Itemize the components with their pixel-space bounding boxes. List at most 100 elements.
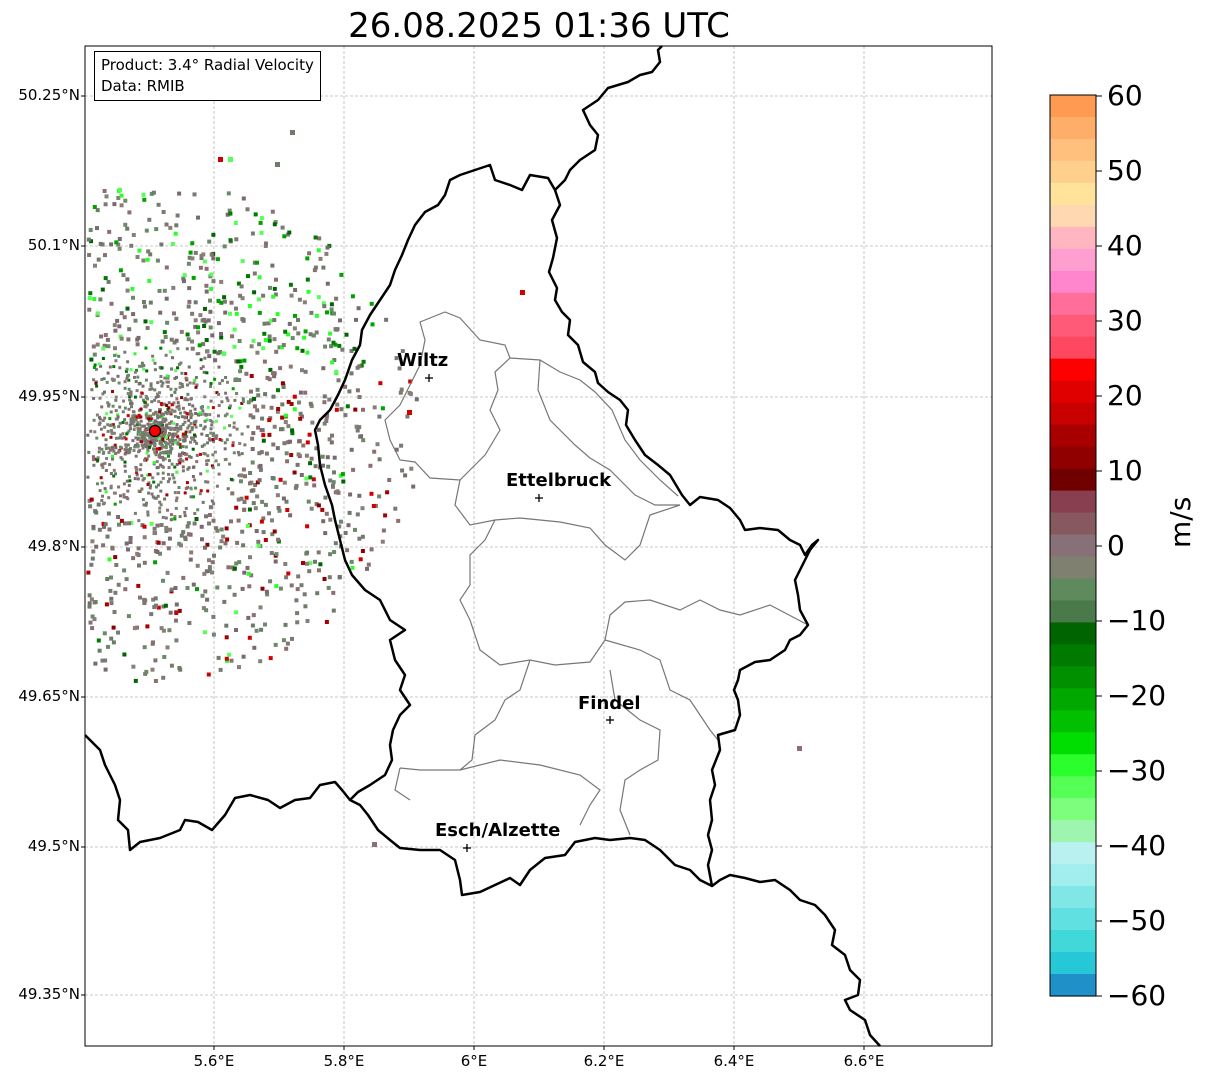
radar-echo-pixel — [119, 494, 122, 498]
radar-echo-pixel — [125, 377, 129, 381]
radar-echo-pixel — [264, 241, 268, 246]
radar-echo-pixel — [146, 473, 150, 477]
radar-echo-pixel — [102, 343, 107, 348]
radar-echo-pixel — [226, 487, 230, 491]
radar-echo-pixel — [221, 534, 226, 539]
radar-echo-pixel — [87, 307, 92, 312]
radar-echo-pixel — [381, 528, 386, 533]
radar-echo-pixel — [114, 446, 118, 450]
radar-echo-pixel — [173, 517, 177, 521]
country-borders — [84, 45, 881, 1047]
radar-echo-pixel — [206, 454, 210, 458]
radar-echo-pixel — [198, 492, 202, 496]
radar-echo-pixel — [259, 519, 264, 524]
radar-echo-pixel — [298, 390, 303, 395]
radar-echo-pixel — [189, 495, 193, 499]
radar-echo-pixel — [365, 566, 369, 571]
radar-echo-pixel — [125, 479, 129, 483]
radar-echo-pixel — [400, 468, 405, 473]
radar-echo-pixel — [259, 450, 264, 455]
radar-echo-pixel — [280, 381, 285, 386]
radar-echo-pixel — [193, 407, 197, 411]
radar-echo-pixel — [305, 550, 310, 555]
radar-echo-pixel — [321, 366, 326, 371]
radar-echo-pixel — [93, 363, 97, 367]
radar-echo-pixel — [249, 389, 253, 394]
radar-echo-pixel — [125, 288, 130, 293]
radar-echo-pixel — [204, 608, 209, 613]
radar-echo-pixel — [285, 641, 290, 646]
radar-echo-pixel — [121, 273, 126, 278]
radar-echo-pixel — [278, 586, 283, 591]
radar-echo-pixel — [164, 222, 169, 227]
radar-echo-pixel — [146, 422, 150, 426]
radar-echo-pixel — [314, 502, 319, 507]
radar-echo-pixel — [164, 525, 169, 530]
radar-echo-pixel — [103, 276, 108, 281]
radar-echo-pixel — [259, 230, 264, 235]
radar-echo-pixel — [219, 332, 223, 336]
radar-echo-pixel — [241, 467, 246, 472]
radar-echo-pixel — [162, 288, 167, 293]
radar-echo-pixel — [191, 404, 195, 408]
radar-echo-pixel — [225, 438, 229, 442]
radar-echo-pixel — [156, 494, 160, 498]
colorbar-tick-label: −50 — [1107, 904, 1167, 937]
radar-echo-pixel — [149, 440, 153, 444]
radar-echo-pixel — [104, 602, 109, 607]
radar-echo-pixel — [193, 300, 198, 305]
radar-echo-pixel — [149, 443, 153, 447]
radar-echo-pixel — [181, 530, 186, 535]
radar-echo-pixel — [116, 415, 120, 419]
radar-echo-pixel — [235, 392, 239, 395]
radar-echo-pixel — [159, 346, 163, 350]
radar-echo-pixel — [250, 436, 255, 441]
radar-echo-pixel — [194, 517, 199, 521]
radar-echo-pixel — [147, 473, 151, 476]
radar-echo-pixel — [161, 628, 166, 633]
colorbar-segment — [1050, 468, 1096, 492]
radar-echo-pixel — [209, 286, 214, 291]
radar-echo-pixel — [327, 437, 332, 442]
radar-echo-pixel — [167, 434, 171, 438]
radar-echo-pixel — [117, 425, 121, 429]
radar-echo-pixel — [133, 395, 137, 399]
colorbar-tick-label: −30 — [1107, 754, 1167, 787]
radar-echo-pixel — [112, 425, 116, 429]
radar-echo-pixel — [210, 570, 214, 575]
radar-echo-pixel — [202, 630, 207, 635]
radar-echo-pixel — [134, 418, 138, 422]
radar-echo-pixel — [234, 505, 239, 510]
radar-echo-pixel — [241, 397, 245, 401]
radar-echo-pixel — [344, 332, 349, 337]
radar-echo-pixel — [95, 311, 100, 316]
radar-echo-pixel — [225, 412, 229, 416]
radar-echo-pixel — [207, 521, 211, 526]
radar-echo-pixel — [109, 484, 113, 488]
radar-echo-pixel — [154, 453, 158, 457]
radar-echo-pixel — [187, 402, 191, 406]
radar-echo-pixel — [99, 476, 103, 480]
radar-echo-pixel — [329, 302, 334, 307]
radar-echo-pixel — [247, 635, 252, 640]
radar-echo-pixel — [122, 521, 127, 526]
radar-echo-pixel — [297, 439, 302, 444]
radar-echo-pixel — [301, 561, 305, 565]
canton-boundaries — [384, 311, 809, 836]
radar-echo-pixel — [183, 491, 187, 495]
radar-echo-pixel — [219, 539, 224, 544]
radar-echo-pixel — [160, 428, 164, 432]
colorbar-segment — [1050, 886, 1096, 909]
radar-echo-pixel — [309, 404, 314, 409]
radar-echo-pixel — [165, 320, 170, 325]
radar-echo-pixel — [127, 521, 131, 526]
radar-echo-pixel — [324, 419, 329, 423]
radar-echo-pixel — [89, 597, 94, 602]
radar-echo-pixel — [300, 348, 305, 353]
radar-echo-pixel — [219, 279, 224, 284]
radar-echo-pixel — [148, 486, 152, 490]
radar-echo-pixel — [122, 493, 126, 497]
radar-echo-pixel — [335, 402, 340, 407]
radar-echo-pixel — [292, 326, 297, 331]
radar-echo-pixel — [109, 472, 113, 475]
